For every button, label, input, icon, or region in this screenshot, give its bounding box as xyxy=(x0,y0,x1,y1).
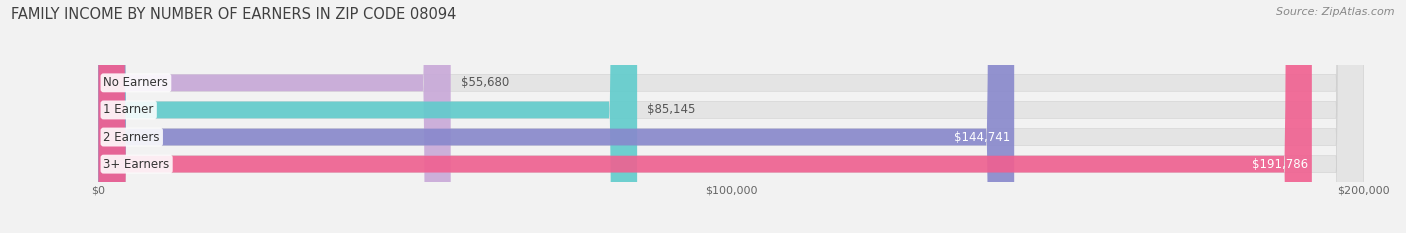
Text: 2 Earners: 2 Earners xyxy=(104,130,160,144)
FancyBboxPatch shape xyxy=(98,0,451,233)
FancyBboxPatch shape xyxy=(98,0,1312,233)
Text: FAMILY INCOME BY NUMBER OF EARNERS IN ZIP CODE 08094: FAMILY INCOME BY NUMBER OF EARNERS IN ZI… xyxy=(11,7,457,22)
Text: $55,680: $55,680 xyxy=(461,76,509,89)
Text: $144,741: $144,741 xyxy=(955,130,1011,144)
FancyBboxPatch shape xyxy=(98,0,1364,233)
FancyBboxPatch shape xyxy=(98,0,1364,233)
FancyBboxPatch shape xyxy=(98,0,1014,233)
Text: No Earners: No Earners xyxy=(104,76,169,89)
FancyBboxPatch shape xyxy=(98,0,1364,233)
Text: 1 Earner: 1 Earner xyxy=(104,103,153,116)
Text: Source: ZipAtlas.com: Source: ZipAtlas.com xyxy=(1277,7,1395,17)
Text: $191,786: $191,786 xyxy=(1251,158,1308,171)
FancyBboxPatch shape xyxy=(98,0,637,233)
Text: 3+ Earners: 3+ Earners xyxy=(104,158,170,171)
Text: $85,145: $85,145 xyxy=(647,103,696,116)
FancyBboxPatch shape xyxy=(98,0,1364,233)
